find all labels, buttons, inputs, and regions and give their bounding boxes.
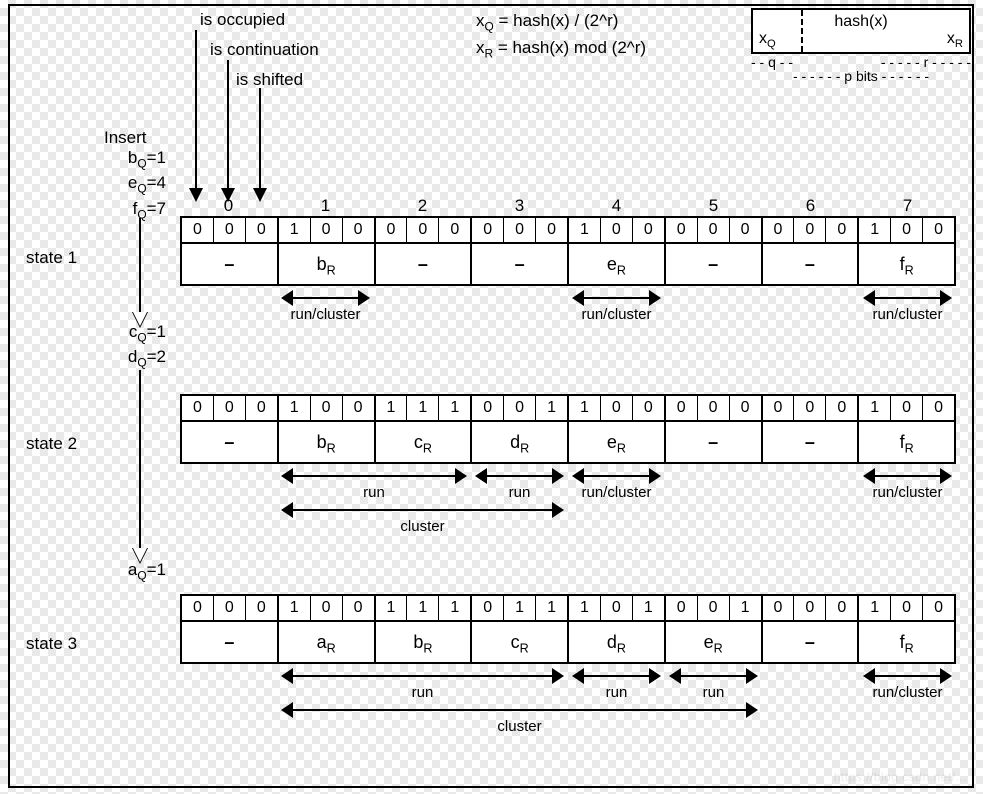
span-arrow: run bbox=[669, 668, 758, 684]
hash-formulae: xQ = hash(x) / (2^r)xR = hash(x) mod (2^… bbox=[476, 10, 646, 65]
span-arrow: run/cluster bbox=[863, 468, 952, 484]
state-label: state 1 bbox=[26, 248, 77, 268]
bits-row: 000100000000100000000100 bbox=[180, 216, 956, 244]
span-arrow: run bbox=[572, 668, 661, 684]
remainder-row: –bRcRdReR––fR bbox=[180, 422, 956, 464]
table-s1: 01234567000100000000100000000100–bR––eR–… bbox=[180, 196, 956, 320]
span-arrow: run/cluster bbox=[281, 290, 370, 306]
bits-row: 000100111011101001000100 bbox=[180, 594, 956, 622]
span-arrow: cluster bbox=[281, 502, 564, 518]
span-arrow: run/cluster bbox=[863, 290, 952, 306]
span-arrow: run/cluster bbox=[863, 668, 952, 684]
state-label: state 2 bbox=[26, 434, 77, 454]
remainder-row: –bR––eR––fR bbox=[180, 244, 956, 286]
state-label: state 3 bbox=[26, 634, 77, 654]
insert-sequence: InsertbQ=1eQ=4fQ=7 bbox=[106, 128, 166, 224]
span-arrow: run bbox=[281, 668, 564, 684]
table-s3: 000100111011101001000100–aRbRcRdReR–fR ru… bbox=[180, 594, 956, 732]
hash-split-box: hash(x)xQxR- - q - -- - - - - r - - - - … bbox=[751, 8, 971, 84]
span-arrow: run bbox=[475, 468, 564, 484]
watermark: https://blog.csdn.net/... bbox=[834, 770, 967, 784]
remainder-row: –aRbRcRdReR–fR bbox=[180, 622, 956, 664]
span-arrow: run/cluster bbox=[572, 468, 661, 484]
bits-row: 000100111001100000000100 bbox=[180, 394, 956, 422]
span-arrow: run/cluster bbox=[572, 290, 661, 306]
span-arrow: cluster bbox=[281, 702, 758, 718]
table-s2: 000100111001100000000100–bRcRdReR––fR run… bbox=[180, 394, 956, 532]
span-arrow: run bbox=[281, 468, 467, 484]
